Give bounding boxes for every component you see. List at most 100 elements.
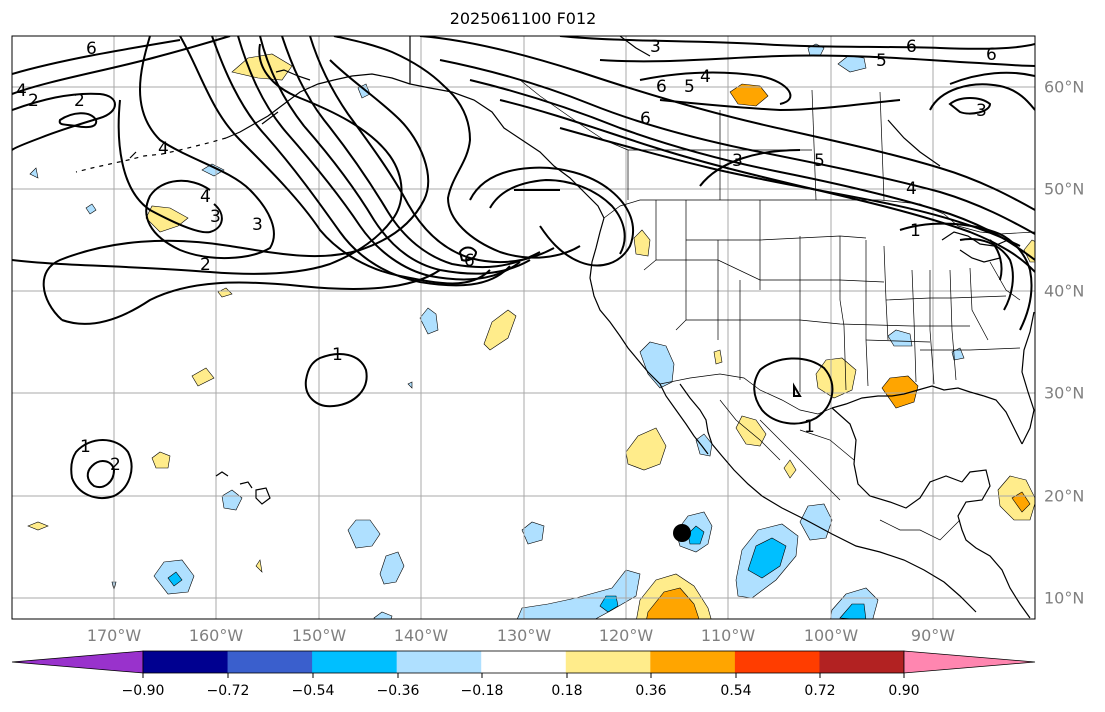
colorbar-tick-label: −0.18 xyxy=(460,683,504,699)
positive-anomaly xyxy=(483,309,517,351)
negative-anomaly xyxy=(379,551,405,585)
contour-label: 1 xyxy=(804,417,815,437)
contour-label: 2 xyxy=(74,91,85,111)
colorbar-bin xyxy=(227,651,313,673)
contour-label: 4 xyxy=(906,179,917,199)
positive-anomaly xyxy=(881,375,919,409)
negative-anomaly xyxy=(521,521,545,545)
positive-anomaly xyxy=(27,521,49,531)
contour-label: 2 xyxy=(110,455,121,475)
negative-anomaly xyxy=(799,503,833,541)
contour-label: 6 xyxy=(986,45,997,65)
colorbar-tick-label: −0.90 xyxy=(121,683,165,699)
contour-labels: 6 4 2 2 4 3 2 6 4 5 5 6 4 3 6 3 5 4 1 6 … xyxy=(16,37,997,475)
negative-anomaly xyxy=(839,603,867,619)
negative-anomaly xyxy=(830,587,879,619)
colorbar-tick-label: −0.54 xyxy=(291,683,335,699)
map-title: 2025061100 F012 xyxy=(449,9,597,28)
storm-marker xyxy=(673,524,691,542)
negative-anomaly xyxy=(167,571,183,587)
positive-anomaly xyxy=(646,587,700,619)
lon-label: 90°W xyxy=(910,626,956,645)
negative-anomaly xyxy=(373,611,393,619)
negative-anomaly xyxy=(29,167,39,179)
negative-anomaly xyxy=(687,525,705,545)
contour-label: 6 xyxy=(640,109,651,129)
colorbar-tick-label: 0.90 xyxy=(888,683,920,699)
positive-anomaly xyxy=(783,459,797,479)
colorbar-bin xyxy=(312,651,398,673)
colorbar-tick-label: 0.72 xyxy=(804,683,836,699)
positive-anomaly xyxy=(255,559,263,573)
lon-label: 140°W xyxy=(393,626,449,645)
positive-anomaly xyxy=(1011,491,1031,513)
political-borders xyxy=(519,79,1035,541)
map-frame xyxy=(11,35,1036,620)
colorbar-under-triangle xyxy=(11,650,144,674)
contour-label: 1 xyxy=(80,437,91,457)
lon-label: 120°W xyxy=(598,626,654,645)
lon-label: 150°W xyxy=(291,626,347,645)
contour-label: 6 xyxy=(906,37,917,57)
lat-label: 40°N xyxy=(1044,281,1085,301)
contour-label: 4 xyxy=(200,187,211,207)
contour-label: 5 xyxy=(814,151,825,171)
contour-label: 4 xyxy=(158,139,169,159)
positive-anomaly xyxy=(217,287,233,298)
colorbar-ticks xyxy=(142,673,905,678)
colorbar-bin xyxy=(143,651,229,673)
positive-anomaly xyxy=(729,83,769,107)
colorbar-tick-label: −0.36 xyxy=(376,683,420,699)
graticule xyxy=(12,36,1035,619)
contour-label: 2 xyxy=(28,91,39,111)
lat-label: 10°N xyxy=(1044,588,1085,608)
colorbar-bin xyxy=(734,651,820,673)
lat-label: 30°N xyxy=(1044,383,1085,403)
colorbar-bin xyxy=(650,651,736,673)
colorbar-bins xyxy=(142,650,905,674)
contour-label: 6 xyxy=(86,39,97,59)
negative-anomaly xyxy=(837,55,867,73)
lon-label: 100°W xyxy=(803,626,859,645)
colorbar-bin xyxy=(565,651,651,673)
lon-label: 130°W xyxy=(496,626,552,645)
negative-anomaly xyxy=(221,489,243,511)
contour-label: 3 xyxy=(252,215,263,235)
contour-label: 2 xyxy=(200,255,211,275)
lat-label: 20°N xyxy=(1044,486,1085,506)
contour-label: 3 xyxy=(650,37,661,57)
negative-anomaly xyxy=(639,341,675,389)
lon-label: 110°W xyxy=(700,626,756,645)
contour-label: 1 xyxy=(332,345,343,365)
contour-label: 6 xyxy=(464,251,475,271)
contour-label: 6 xyxy=(656,77,667,97)
contour-label: 1 xyxy=(910,221,921,241)
lon-label: 170°W xyxy=(86,626,142,645)
contour-label: 5 xyxy=(876,51,887,71)
negative-anomaly xyxy=(695,433,713,457)
negative-anomaly xyxy=(85,203,97,215)
colorbar-bin xyxy=(481,651,567,673)
colorbar-tick-label: 0.36 xyxy=(635,683,667,699)
negative-anomaly xyxy=(347,519,381,549)
negative-anomaly xyxy=(419,307,439,335)
positive-anomaly xyxy=(713,349,723,365)
coastlines xyxy=(75,36,1035,619)
negative-anomaly xyxy=(747,537,787,579)
negative-anomaly xyxy=(887,329,913,347)
colorbar-bin xyxy=(819,651,905,673)
positive-anomaly xyxy=(1023,239,1035,263)
positive-anomaly xyxy=(625,427,667,471)
positive-anomaly xyxy=(633,229,651,257)
positive-anomaly xyxy=(191,367,215,387)
colorbar xyxy=(11,650,1036,678)
negative-anomaly xyxy=(951,347,965,361)
lat-label: 60°N xyxy=(1044,77,1085,97)
lon-label: 160°W xyxy=(188,626,244,645)
colorbar-bin xyxy=(396,651,482,673)
contours xyxy=(12,36,1035,499)
contour-label: 3 xyxy=(732,151,743,171)
lat-label: 50°N xyxy=(1044,179,1085,199)
positive-anomaly xyxy=(151,451,171,469)
